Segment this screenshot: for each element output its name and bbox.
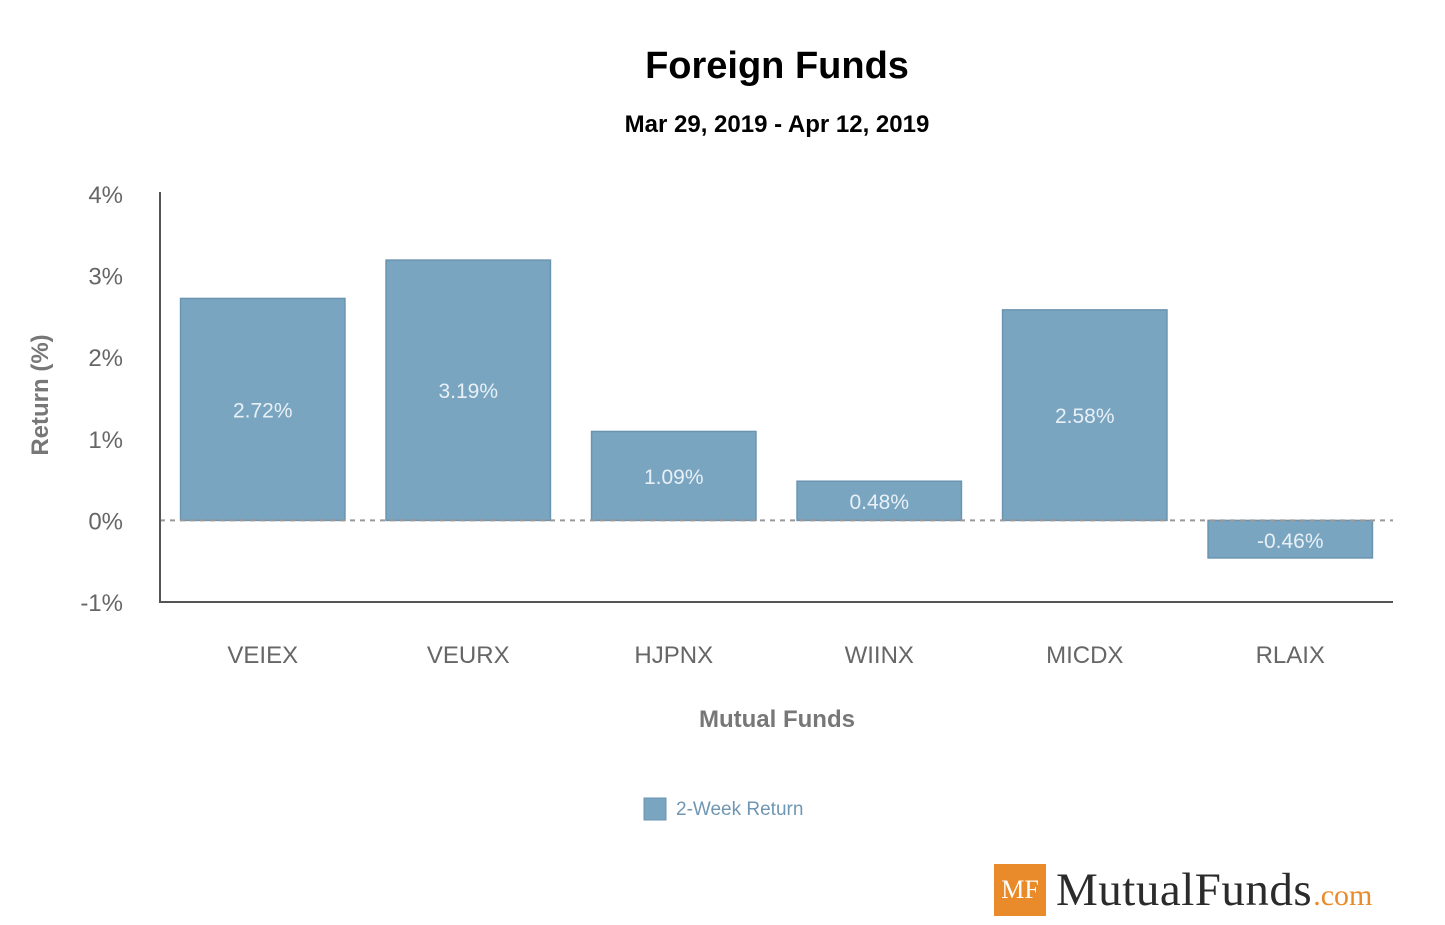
legend[interactable]: 2-Week Return bbox=[643, 797, 803, 821]
y-axis-ticks: 4% 3% 2% 1% 0% -1% bbox=[80, 182, 123, 617]
x-axis-categories: VEIEX VEURX HJPNX WIINX MICDX RLAIX bbox=[227, 642, 1325, 669]
bar-value-label: 2.58% bbox=[1055, 405, 1115, 428]
bar-hjpnx[interactable] bbox=[590, 430, 757, 522]
y-tick-label: 0% bbox=[88, 508, 123, 535]
y-tick-label: 1% bbox=[88, 427, 123, 454]
bar-veurx[interactable] bbox=[385, 259, 552, 522]
y-tick-label: 4% bbox=[88, 182, 123, 209]
x-category-label: HJPNX bbox=[634, 642, 713, 669]
x-category-label: MICDX bbox=[1046, 642, 1123, 669]
chart-subtitle: Mar 29, 2019 - Apr 12, 2019 bbox=[625, 111, 930, 138]
y-tick-label: 2% bbox=[88, 345, 123, 372]
logo-name: MutualFunds bbox=[1056, 864, 1313, 916]
bar-veiex[interactable] bbox=[179, 297, 346, 522]
mutualfunds-logo[interactable]: MF MutualFunds .com bbox=[994, 862, 1372, 918]
x-category-label: VEIEX bbox=[227, 642, 298, 669]
bar-value-label: 0.48% bbox=[849, 491, 909, 514]
x-category-label: WIINX bbox=[845, 642, 914, 669]
bar-value-label: 3.19% bbox=[438, 380, 498, 403]
legend-label[interactable]: 2-Week Return bbox=[676, 799, 803, 820]
bar-value-label: 2.72% bbox=[233, 399, 293, 422]
chart-title: Foreign Funds bbox=[645, 45, 909, 87]
x-axis-title: Mutual Funds bbox=[699, 706, 855, 733]
legend-swatch[interactable] bbox=[643, 797, 667, 821]
y-tick-label: -1% bbox=[80, 590, 123, 617]
bar-value-label: 1.09% bbox=[644, 466, 704, 489]
bar-micdx[interactable] bbox=[1001, 309, 1168, 522]
y-axis-title: Return (%) bbox=[27, 334, 54, 455]
logo-tld: .com bbox=[1313, 879, 1373, 912]
logo-mark-icon: MF bbox=[994, 864, 1046, 916]
x-category-label: VEURX bbox=[427, 642, 510, 669]
y-tick-label: 3% bbox=[88, 264, 123, 291]
bar-rlaix[interactable] bbox=[1207, 519, 1374, 559]
x-category-label: RLAIX bbox=[1256, 642, 1325, 669]
bar-wiinx[interactable] bbox=[796, 480, 963, 522]
bars bbox=[179, 259, 1374, 559]
bar-labels: 2.72% 3.19% 1.09% 0.48% 2.58% -0.46% bbox=[233, 380, 1324, 553]
bar-value-label: -0.46% bbox=[1257, 530, 1324, 553]
